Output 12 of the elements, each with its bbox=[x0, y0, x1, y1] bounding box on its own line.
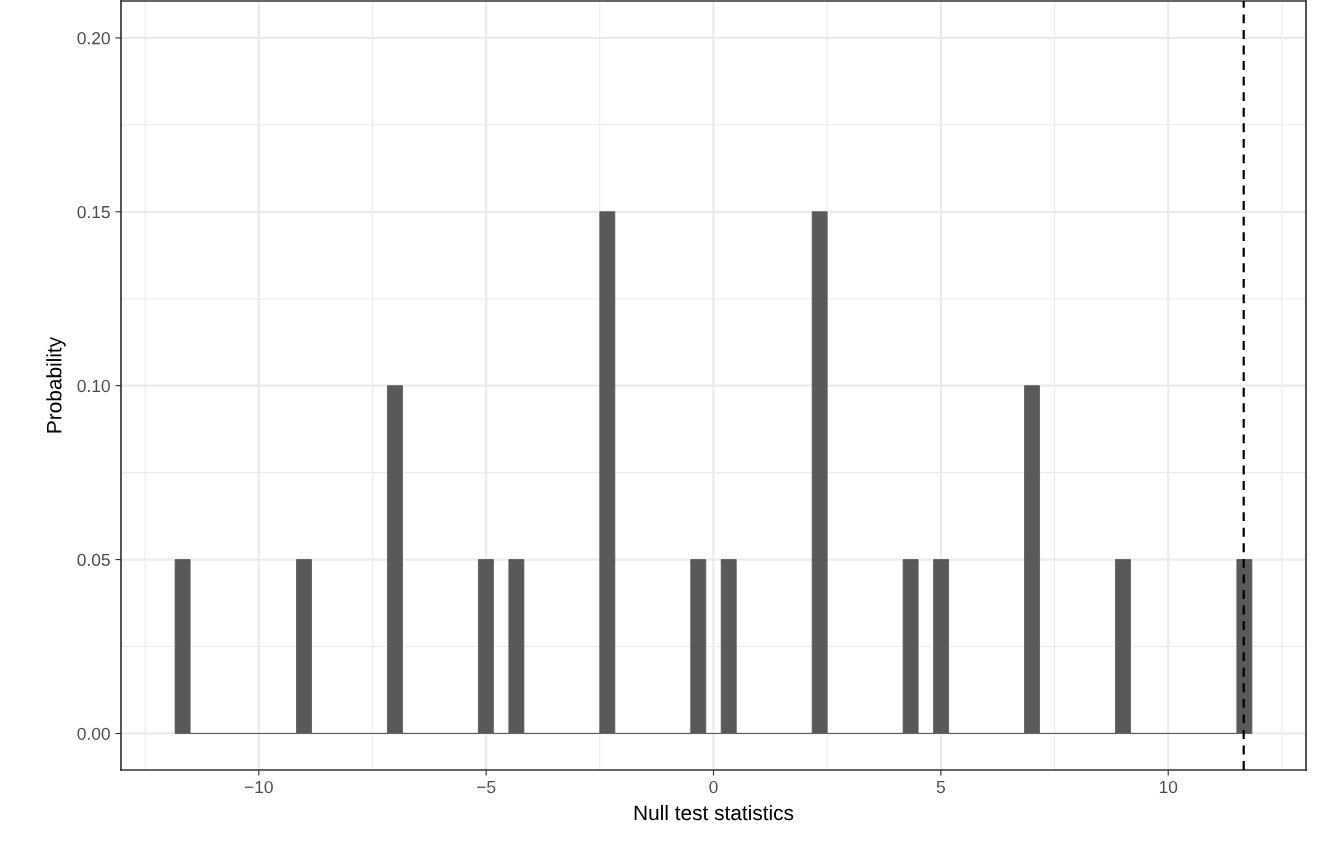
x-tick-label: 10 bbox=[1159, 780, 1178, 794]
y-tick-label: 0.05 bbox=[77, 553, 110, 567]
x-tick-label: 5 bbox=[936, 781, 945, 794]
x-tick-label: −5 bbox=[477, 781, 496, 794]
y-tick-label: 0.10 bbox=[77, 379, 110, 393]
y-tick-label: 0.20 bbox=[77, 32, 110, 45]
x-tick-label: −10 bbox=[244, 780, 273, 794]
x-tick-label: 0 bbox=[709, 780, 718, 794]
y-tick-label: 0.00 bbox=[77, 727, 110, 740]
y-tick-label: 0.15 bbox=[77, 205, 110, 219]
y-axis-title: Probability bbox=[46, 336, 66, 433]
x-axis-title: Null test statistics bbox=[634, 804, 794, 821]
